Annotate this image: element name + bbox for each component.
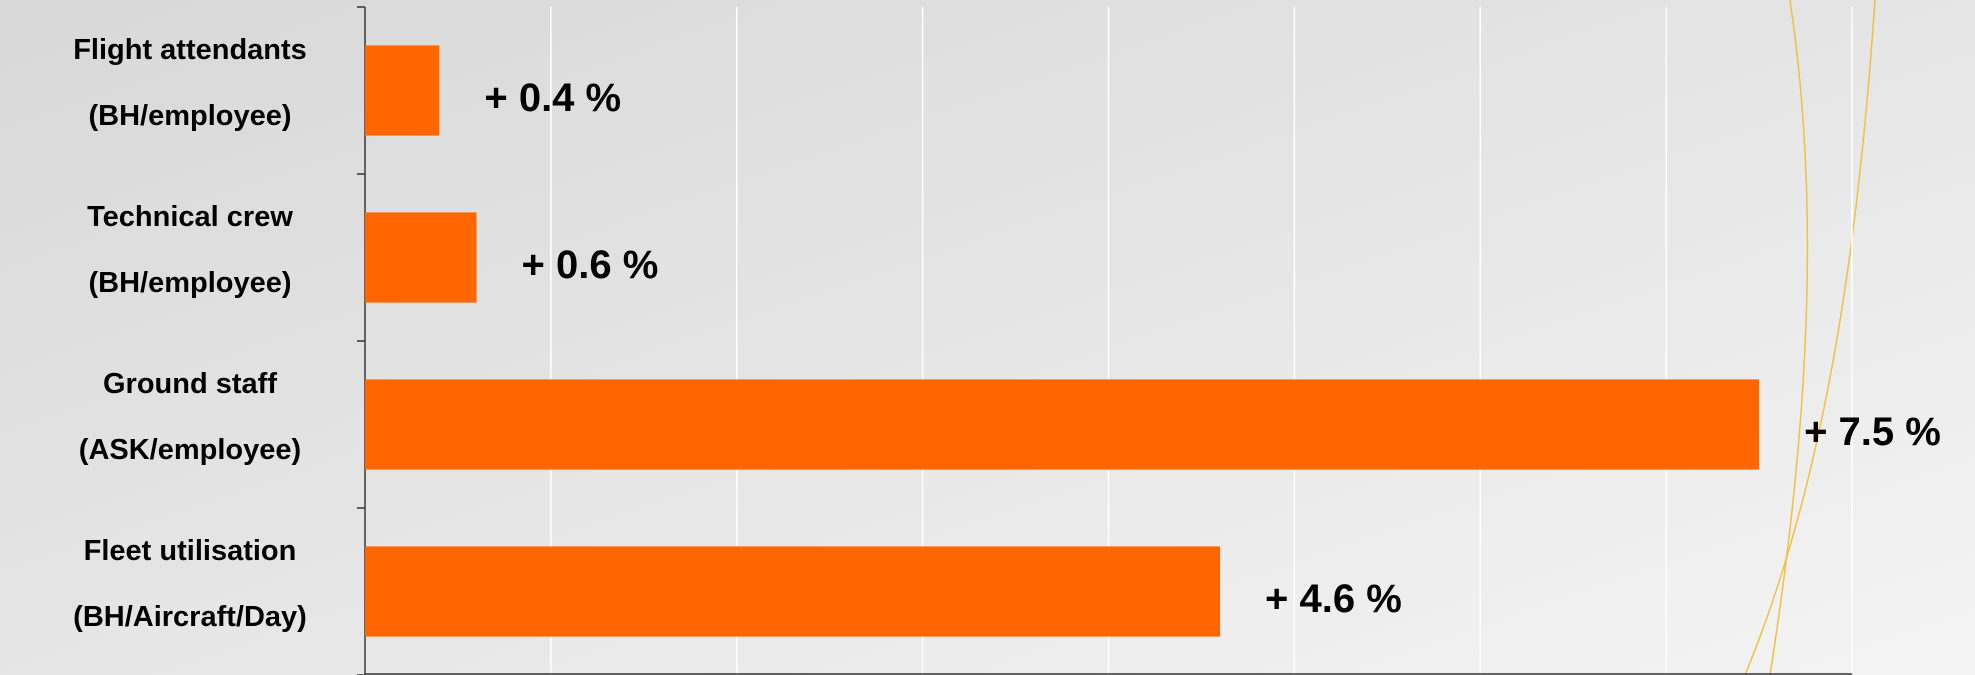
y-tick-label: Flight attendants xyxy=(73,34,307,66)
value-label: + 4.6 % xyxy=(1265,577,1402,621)
value-label: + 0.4 % xyxy=(484,76,621,120)
decoration xyxy=(1769,0,1809,675)
y-tick-label: (ASK/employee) xyxy=(79,434,301,466)
y-tick-label: (BH/employee) xyxy=(88,100,291,132)
bar xyxy=(365,379,1760,470)
bar xyxy=(365,212,477,303)
bar xyxy=(365,45,440,136)
bar xyxy=(365,546,1221,637)
y-tick-label: Fleet utilisation xyxy=(84,535,297,567)
y-tick-label: Ground staff xyxy=(103,368,277,400)
decoration xyxy=(1744,0,1876,675)
y-tick-label: (BH/employee) xyxy=(88,267,291,299)
y-tick-label: Technical crew xyxy=(87,201,293,233)
y-tick-label: (BH/Aircraft/Day) xyxy=(73,601,307,633)
value-label: + 0.6 % xyxy=(522,243,659,287)
value-label: + 7.5 % xyxy=(1804,410,1941,454)
